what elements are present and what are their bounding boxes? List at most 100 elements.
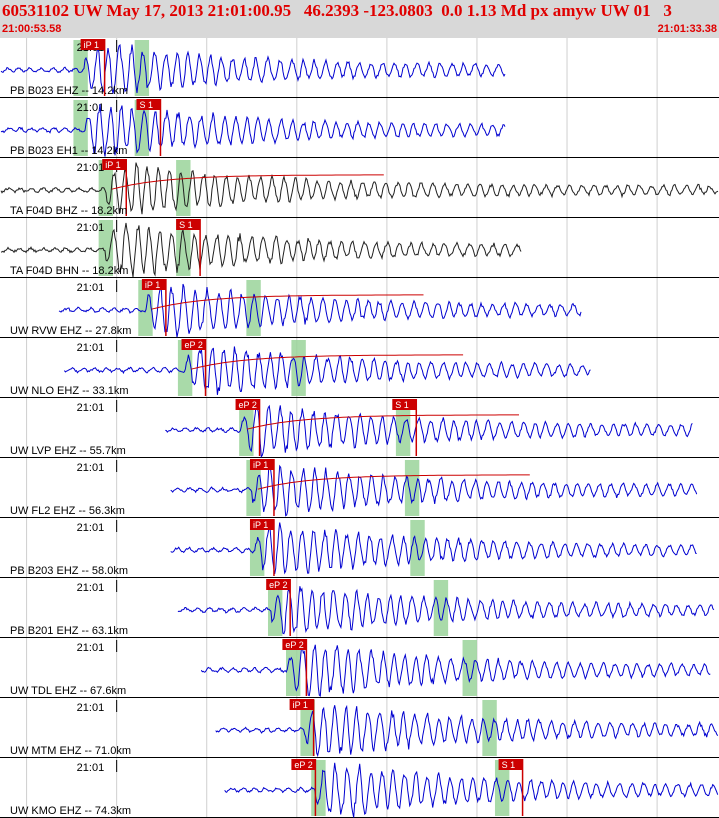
pick-label: S 1 [179, 220, 193, 230]
channel-row: 21:01 iP 1 UW FL2 EHZ -- 56.3km [0, 459, 719, 518]
pick-flag [249, 459, 274, 470]
channel-label: PB B203 EHZ -- 58.0km [10, 565, 128, 577]
waveform-trace [0, 104, 506, 157]
minute-label: 21:01 [77, 342, 105, 354]
channel-label: UW MTM EHZ -- 71.0km [10, 745, 131, 757]
channel-row: 21:01 eP 2 S 1 UW LVP EHZ -- 55.7km [0, 399, 719, 458]
minute-label: 21:01 [77, 102, 105, 114]
minute-label: 21:01 [77, 162, 105, 174]
pick-flag [80, 39, 105, 50]
waveform-trace [0, 44, 506, 94]
arrival-window [300, 700, 315, 756]
minute-label: 21:01 [77, 762, 105, 774]
start-time-label: 21:00:53.58 [2, 23, 62, 35]
pick-label: S 1 [395, 400, 409, 410]
arrival-window [410, 520, 425, 576]
arrival-window [249, 520, 265, 576]
pick-flag [235, 399, 260, 410]
channel-row: 21:01 eP 2 UW TDL EHZ -- 67.6km [0, 639, 719, 698]
minute-label: 21:01 [77, 402, 105, 414]
coda-curve [111, 174, 384, 190]
pick-label: eP 2 [269, 580, 287, 590]
waveform-trace [0, 222, 522, 277]
minute-label: 21:01 [77, 282, 105, 294]
pick-flag [266, 579, 291, 590]
channel-label: UW FL2 EHZ -- 56.3km [10, 505, 125, 517]
channel-row: 21:01 iP 1 PB B203 EHZ -- 58.0km [0, 519, 719, 578]
coda-curve [190, 354, 464, 370]
pick-label: iP 1 [105, 160, 120, 170]
waveform-trace [64, 346, 591, 395]
event-title: 60531102 UW May 17, 2013 21:01:00.95 46.… [2, 1, 672, 20]
pick-label: eP 2 [239, 400, 257, 410]
channel-row: 21:01 iP 1 TA F04D BHZ -- 18.2km [0, 159, 719, 218]
minute-label: 21:01 [77, 642, 105, 654]
channel-label: UW NLO EHZ -- 33.1km [10, 385, 129, 397]
coda-curve [151, 294, 424, 310]
channel-label: TA F04D BHZ -- 18.2km [10, 205, 127, 217]
end-time-label: 21:01:33.38 [657, 23, 717, 35]
pick-flag [181, 339, 206, 350]
minute-label: 21:01 [77, 582, 105, 594]
pick-label: S 1 [139, 100, 153, 110]
arrival-window [73, 100, 88, 156]
coda-curve [257, 474, 530, 490]
channel-row: 21:01 iP 1 UW RVW EHZ -- 27.8km [0, 279, 719, 338]
minute-label: 21:01 [77, 462, 105, 474]
pick-flag [498, 759, 523, 770]
channel-label: UW LVP EHZ -- 55.7km [10, 445, 126, 457]
pick-flag [289, 699, 314, 710]
minute-label: 21:01 [77, 702, 105, 714]
waveform-trace [215, 704, 719, 758]
channel-row: 21:01 S 1 PB B023 EH1 -- 14.2km [0, 99, 719, 158]
channel-label: TA F04D BHN -- 18.2km [10, 265, 128, 277]
pick-flag [136, 99, 161, 110]
pick-label: iP 1 [293, 700, 308, 710]
channel-row: 21:01 eP 2 S 1 UW KMO EHZ -- 74.3km [0, 759, 719, 818]
pick-label: iP 1 [253, 460, 268, 470]
minute-label: 21:01 [77, 522, 105, 534]
pick-label: eP 2 [185, 340, 203, 350]
pick-flag [176, 219, 201, 230]
pick-label: S 1 [502, 760, 516, 770]
minute-label: 21:01 [77, 222, 105, 234]
arrival-window [98, 220, 114, 276]
arrival-window [239, 400, 254, 456]
channel-label: PB B023 EHZ -- 14.2km [10, 85, 128, 97]
channel-row: 21:01 iP 1 UW MTM EHZ -- 71.0km [0, 699, 719, 758]
channel-label: UW TDL EHZ -- 67.6km [10, 685, 126, 697]
pick-label: iP 1 [84, 40, 99, 50]
arrival-window [138, 280, 153, 336]
arrival-window [494, 760, 510, 816]
channel-row: 21:01 S 1 TA F04D BHN -- 18.2km [0, 219, 719, 278]
arrival-window [73, 40, 88, 96]
pick-flag [141, 279, 166, 290]
waveform-trace [0, 162, 719, 215]
channel-label: PB B201 EHZ -- 63.1km [10, 625, 128, 637]
arrival-window [404, 460, 420, 516]
pick-label: eP 2 [294, 760, 312, 770]
pick-flag [282, 639, 307, 650]
pick-label: eP 2 [285, 640, 303, 650]
waveform-trace [224, 762, 719, 818]
channel-label: PB B023 EH1 -- 14.2km [10, 145, 127, 157]
waveform-trace [165, 400, 693, 458]
channel-label: UW RVW EHZ -- 27.8km [10, 325, 131, 337]
arrival-window [291, 340, 306, 396]
pick-flag [392, 399, 417, 410]
waveform-trace [170, 522, 697, 575]
arrival-window [433, 580, 449, 636]
pick-flag [291, 759, 316, 770]
pick-flag [249, 519, 274, 530]
arrival-window [462, 640, 477, 696]
channel-row: 21:01 eP 2 PB B201 EHZ -- 63.1km [0, 579, 719, 638]
waveform-trace [177, 586, 715, 635]
waveform-trace [200, 644, 711, 698]
channel-label: UW KMO EHZ -- 74.3km [10, 805, 131, 817]
header-bar: 60531102 UW May 17, 2013 21:01:00.95 46.… [0, 0, 719, 38]
arrival-window [482, 700, 497, 756]
arrival-window [246, 460, 261, 516]
waveform-trace [170, 461, 698, 517]
